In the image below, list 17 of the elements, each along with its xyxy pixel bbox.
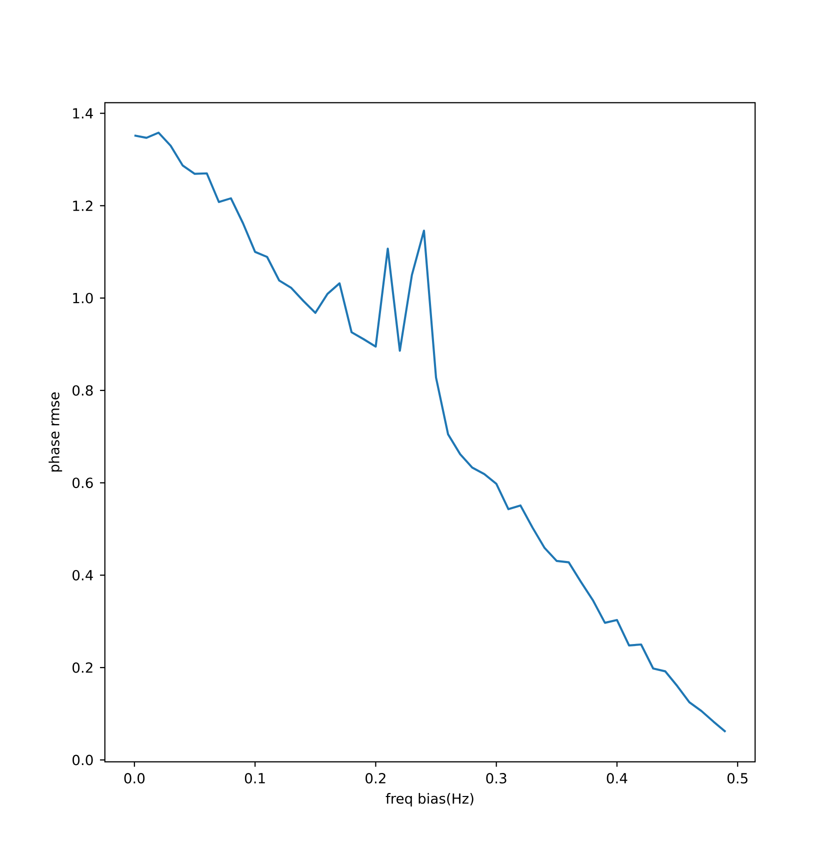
y-tick-label: 0.2	[72, 662, 92, 673]
y-tick-label: 1.2	[73, 200, 92, 211]
x-tick-label: 0.2	[366, 772, 386, 784]
x-tick-label: 0.5	[727, 772, 748, 784]
y-axis-title: phase rmse	[48, 392, 62, 472]
y-tick-label: 0.0	[72, 754, 93, 766]
y-tick-label: 0.6	[72, 478, 93, 488]
y-tick-label: 0.4	[72, 570, 93, 580]
x-axis-title: freq bias(Hz)	[386, 793, 474, 806]
line-series	[133, 132, 727, 733]
y-tick-label: 0.8	[72, 385, 93, 396]
x-tick-label: 0.4	[606, 772, 628, 784]
x-tick-label: 0.1	[244, 772, 265, 784]
y-tick-label: 1.0	[73, 292, 93, 304]
x-tick-label: 0.3	[486, 772, 506, 784]
x-tick-label: 0.0	[124, 772, 145, 784]
y-tick-label: 1.4	[73, 108, 93, 118]
